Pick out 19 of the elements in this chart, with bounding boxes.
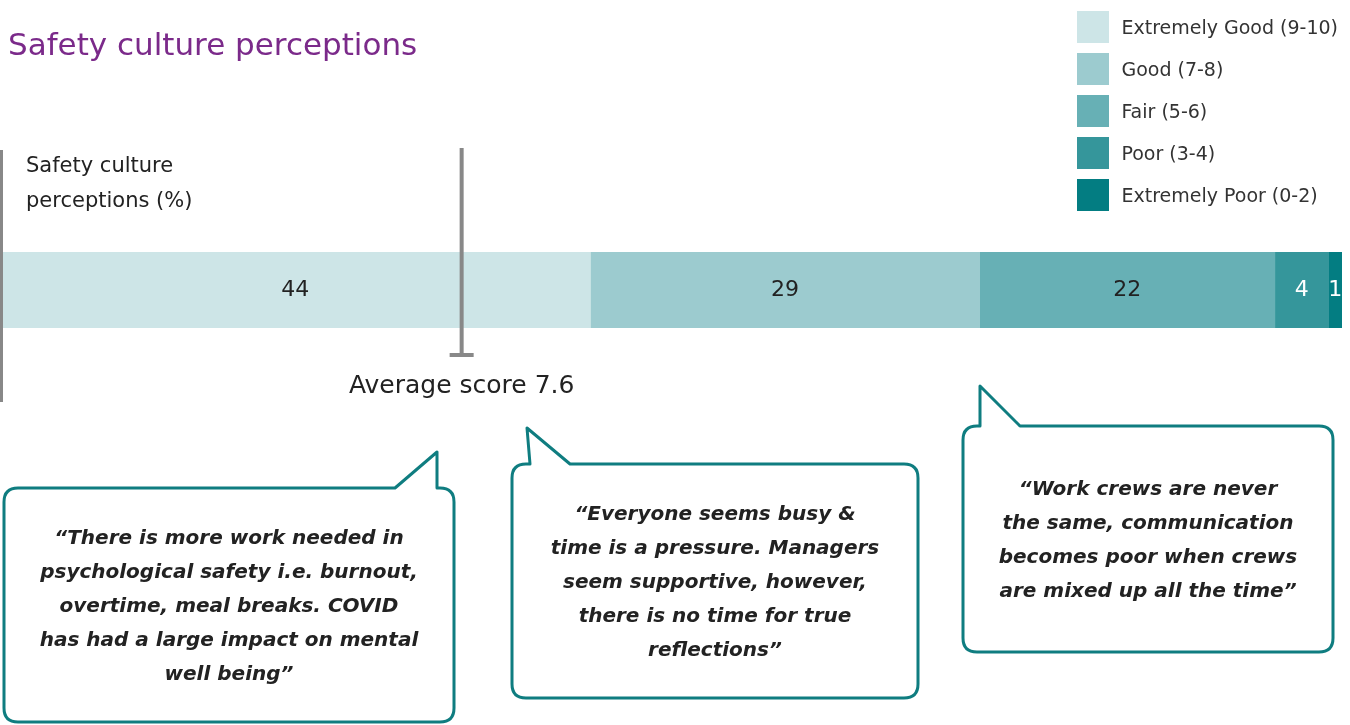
legend-label: Extremely Poor (0-2) [1121, 184, 1318, 206]
text: “Everyone seems busy & time is a pressure. Managers seem supportive, however, there is no time for true reflections” [549, 500, 881, 663]
data-label: 4 [1294, 275, 1309, 301]
data-label: 29 [771, 275, 800, 301]
legend-label: Good (7-8) [1121, 58, 1224, 80]
ref-line-label: Average score 7.6 [348, 369, 575, 399]
data-label: 44 [281, 275, 310, 301]
bar [1274, 252, 1329, 328]
data-label: 1 [1328, 275, 1343, 301]
legend-label: Fair (5-6) [1121, 100, 1208, 122]
bar [590, 252, 980, 328]
text: “There is more work needed in psychological safety i.e. burnout, overtime, meal breaks. COVID has had a large impact on mental well being” [38, 524, 420, 687]
legend-label: Extremely Good (9-10) [1121, 16, 1338, 38]
text: “Work crews are never the same, communication becomes poor when crews are mixed up all the time” [997, 475, 1299, 604]
legend-label: Poor (3-4) [1121, 142, 1216, 164]
data-label: 22 [1113, 275, 1142, 301]
bar [979, 252, 1276, 328]
chart-title: Safety culture perceptions [8, 26, 418, 62]
y-axis-title: Safety culture perceptions (%) [26, 152, 194, 214]
